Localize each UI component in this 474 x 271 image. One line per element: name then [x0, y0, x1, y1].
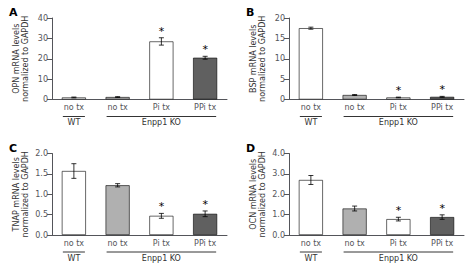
svg-text:1.5: 1.5: [35, 169, 48, 178]
svg-text:D: D: [246, 142, 255, 155]
svg-text:normalized to GAPDH: normalized to GAPDH: [258, 16, 267, 102]
svg-text:no tx: no tx: [301, 239, 322, 248]
svg-text:normalized to GAPDH: normalized to GAPDH: [258, 151, 267, 237]
svg-text:1.0: 1.0: [272, 210, 285, 219]
svg-text:*: *: [439, 83, 445, 96]
svg-text:BSP mRNA levels: BSP mRNA levels: [249, 25, 258, 93]
svg-text:0.5: 0.5: [35, 210, 48, 219]
svg-text:5: 5: [280, 75, 285, 84]
svg-text:2.0: 2.0: [272, 190, 285, 199]
svg-text:40: 40: [38, 14, 48, 23]
svg-text:3.0: 3.0: [272, 169, 285, 178]
svg-text:Enpp1 KO: Enpp1 KO: [379, 118, 418, 127]
svg-text:WT: WT: [304, 254, 317, 263]
svg-text:no tx: no tx: [64, 239, 85, 248]
svg-text:*: *: [159, 25, 165, 38]
svg-text:*: *: [202, 198, 208, 211]
svg-text:normalized to GAPDH: normalized to GAPDH: [21, 151, 30, 237]
svg-text:A: A: [9, 6, 18, 19]
svg-text:no tx: no tx: [107, 103, 128, 112]
svg-text:20: 20: [275, 14, 285, 23]
svg-text:B: B: [246, 6, 254, 19]
svg-text:TNAP mRNA levels: TNAP mRNA levels: [12, 157, 21, 232]
svg-text:*: *: [396, 204, 402, 217]
svg-text:0.0: 0.0: [35, 231, 48, 240]
svg-text:WT: WT: [67, 254, 80, 263]
svg-text:10: 10: [38, 75, 48, 84]
svg-text:PPi tx: PPi tx: [194, 239, 216, 248]
svg-text:15: 15: [275, 34, 285, 43]
svg-text:PPi tx: PPi tx: [194, 103, 216, 112]
svg-text:*: *: [396, 84, 402, 97]
svg-text:WT: WT: [67, 118, 80, 127]
svg-text:1.0: 1.0: [35, 190, 48, 199]
svg-text:PPi tx: PPi tx: [431, 103, 453, 112]
svg-text:20: 20: [38, 54, 48, 63]
svg-text:Pi tx: Pi tx: [390, 103, 408, 112]
svg-text:10: 10: [275, 54, 285, 63]
svg-text:*: *: [159, 200, 165, 213]
svg-text:no tx: no tx: [107, 239, 128, 248]
svg-text:no tx: no tx: [301, 103, 322, 112]
svg-text:no tx: no tx: [64, 103, 85, 112]
svg-text:Pi tx: Pi tx: [390, 239, 408, 248]
svg-text:Pi tx: Pi tx: [153, 103, 171, 112]
svg-text:Pi tx: Pi tx: [153, 239, 171, 248]
svg-text:4.0: 4.0: [272, 149, 285, 158]
svg-text:Enpp1 KO: Enpp1 KO: [142, 254, 181, 263]
svg-text:*: *: [439, 202, 445, 215]
svg-text:normalized to GAPDH: normalized to GAPDH: [21, 16, 30, 102]
svg-text:Enpp1 KO: Enpp1 KO: [379, 254, 418, 263]
svg-text:no tx: no tx: [344, 103, 365, 112]
svg-text:PPi tx: PPi tx: [431, 239, 453, 248]
svg-text:OPN mRNA levels: OPN mRNA levels: [12, 24, 21, 94]
svg-text:0.0: 0.0: [272, 231, 285, 240]
svg-text:C: C: [9, 142, 17, 155]
svg-text:30: 30: [38, 34, 48, 43]
svg-text:0: 0: [43, 95, 48, 104]
svg-text:0: 0: [280, 95, 285, 104]
svg-text:OCN mRNA levels: OCN mRNA levels: [249, 159, 258, 230]
svg-text:WT: WT: [304, 118, 317, 127]
svg-text:2.0: 2.0: [35, 149, 48, 158]
svg-text:*: *: [202, 43, 208, 56]
svg-text:Enpp1 KO: Enpp1 KO: [142, 118, 181, 127]
svg-text:no tx: no tx: [344, 239, 365, 248]
